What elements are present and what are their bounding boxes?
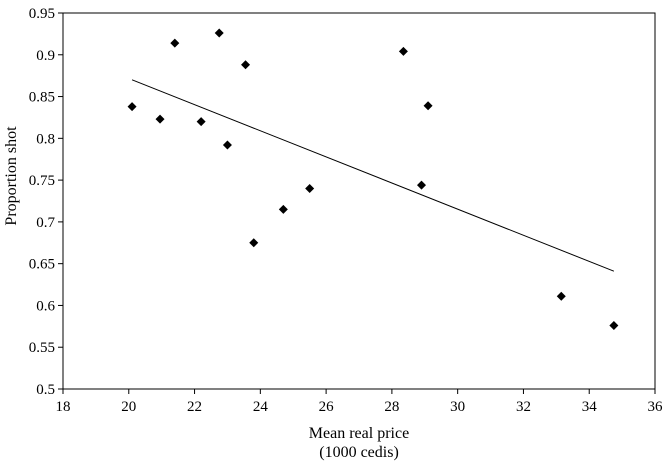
y-tick-label: 0.5	[36, 382, 55, 398]
y-tick-label: 0.8	[36, 131, 55, 147]
y-tick-label: 0.9	[36, 48, 55, 64]
data-point	[196, 117, 206, 127]
y-tick-label: 0.6	[36, 298, 55, 314]
data-point	[241, 60, 251, 70]
y-tick-label: 0.95	[29, 6, 55, 22]
y-tick-label: 0.55	[29, 340, 55, 356]
data-point	[278, 204, 288, 214]
data-point	[170, 38, 180, 48]
data-point	[556, 291, 566, 301]
x-tick-label: 20	[121, 399, 136, 415]
y-tick-label: 0.75	[29, 173, 55, 189]
trend-line	[131, 79, 615, 272]
x-tick-label: 32	[516, 399, 531, 415]
y-tick-label: 0.85	[29, 90, 55, 106]
data-point	[423, 101, 433, 111]
x-tick-label: 36	[648, 399, 664, 415]
x-tick-label: 30	[450, 399, 465, 415]
x-tick-label: 28	[384, 399, 399, 415]
data-point	[214, 28, 224, 38]
data-point	[127, 102, 137, 112]
x-axis-title: Mean real price	[309, 425, 409, 442]
x-tick-label: 18	[56, 399, 71, 415]
plot-area-frame	[62, 12, 656, 390]
data-point	[222, 140, 232, 150]
x-tick-label: 22	[187, 399, 202, 415]
x-axis-subtitle: (1000 cedis)	[319, 444, 399, 461]
y-axis-title: Proportion shot	[3, 126, 20, 226]
y-tick-label: 0.65	[29, 257, 55, 273]
data-point	[305, 183, 315, 193]
tick-labels: 18 20 22 24 26 28 30 32 34 36 0.5 0.55 0.6 0.65 0.7 0.7…	[29, 6, 663, 415]
data-point	[398, 46, 408, 56]
data-point	[155, 114, 165, 124]
y-tick-label: 0.7	[36, 215, 55, 231]
data-point	[249, 238, 259, 248]
x-tick-label: 26	[319, 399, 335, 415]
data-point	[416, 180, 426, 190]
data-points	[127, 28, 619, 330]
x-tick-label: 24	[253, 399, 269, 415]
data-point	[609, 320, 619, 330]
x-tick-label: 34	[582, 399, 598, 415]
axis-ticks	[58, 12, 656, 394]
